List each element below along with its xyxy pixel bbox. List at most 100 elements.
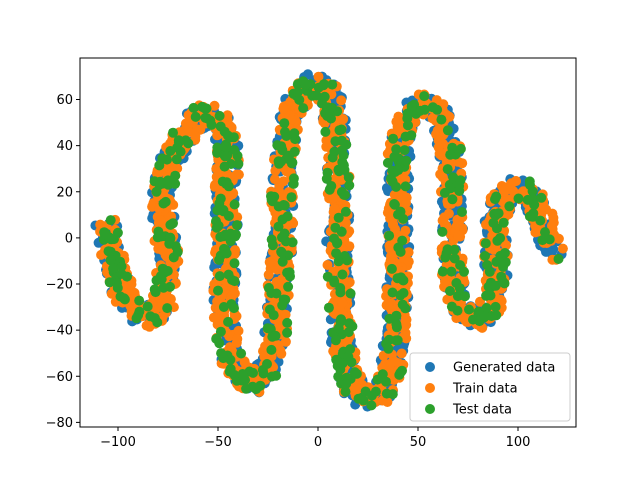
data-point <box>331 354 342 365</box>
data-point <box>247 381 258 392</box>
data-point <box>451 313 462 324</box>
data-point <box>395 367 406 378</box>
legend-marker <box>425 383 435 393</box>
data-point <box>336 95 347 106</box>
data-point <box>537 235 548 246</box>
data-point <box>340 386 351 397</box>
data-point <box>547 220 557 231</box>
data-point <box>343 327 354 338</box>
data-point <box>230 245 241 256</box>
data-point <box>115 291 126 302</box>
data-point <box>427 113 438 124</box>
data-point <box>475 296 485 307</box>
data-point <box>339 189 349 200</box>
data-point <box>229 276 240 287</box>
data-point <box>320 108 331 119</box>
data-point <box>491 191 502 202</box>
data-point <box>263 269 274 280</box>
data-point <box>548 212 559 223</box>
data-point <box>286 114 297 125</box>
data-point <box>443 208 454 219</box>
data-point <box>327 79 338 90</box>
data-point <box>460 315 471 326</box>
data-point <box>353 393 364 404</box>
data-point <box>131 313 142 324</box>
data-point <box>384 361 395 372</box>
legend: Generated data Train data Test data <box>409 352 571 422</box>
data-point <box>459 266 469 277</box>
data-point <box>233 158 244 169</box>
data-point <box>214 271 225 282</box>
data-point <box>266 288 277 299</box>
data-point <box>300 79 311 90</box>
data-point <box>449 244 460 255</box>
data-point <box>223 316 234 327</box>
data-point <box>210 180 220 190</box>
data-point <box>212 142 223 153</box>
data-point <box>495 233 506 243</box>
data-point <box>134 295 145 306</box>
legend-label: Train data <box>452 382 518 397</box>
data-point <box>333 323 344 334</box>
data-point <box>108 263 119 274</box>
data-point <box>158 198 169 209</box>
data-point <box>216 348 227 359</box>
data-point <box>262 359 272 369</box>
data-point <box>232 212 243 223</box>
data-point <box>345 288 356 299</box>
data-point <box>381 388 392 399</box>
data-point <box>382 157 393 168</box>
data-points <box>90 69 568 412</box>
data-point <box>298 103 309 114</box>
data-point <box>343 172 354 183</box>
data-point <box>479 311 490 321</box>
data-point <box>395 290 406 301</box>
data-point <box>286 192 297 203</box>
data-point <box>209 100 220 111</box>
data-point <box>220 229 231 240</box>
data-point <box>330 335 341 346</box>
data-point <box>437 266 448 277</box>
data-point <box>387 287 398 298</box>
data-point <box>396 348 407 359</box>
data-point <box>104 277 115 288</box>
data-point <box>126 279 137 290</box>
data-point <box>544 234 555 245</box>
legend-label: Test data <box>452 403 512 418</box>
data-point <box>206 119 217 130</box>
data-point <box>392 273 403 284</box>
data-point <box>400 181 411 192</box>
data-point <box>338 160 349 171</box>
data-point <box>294 94 305 105</box>
legend-label: Generated data <box>453 361 555 376</box>
data-point <box>330 222 341 233</box>
data-point <box>215 326 226 337</box>
data-point <box>278 103 289 114</box>
data-point <box>344 180 355 191</box>
data-point <box>199 103 210 114</box>
data-point <box>238 371 249 382</box>
data-point <box>212 296 223 307</box>
data-point <box>155 215 166 226</box>
data-point <box>319 91 330 102</box>
data-point <box>277 300 288 311</box>
data-point <box>331 174 342 184</box>
data-point <box>352 383 363 394</box>
data-point <box>270 330 281 341</box>
data-point <box>381 376 391 387</box>
data-point <box>105 246 116 257</box>
data-point <box>439 187 450 198</box>
data-point <box>329 233 340 244</box>
data-point <box>165 232 176 243</box>
data-point <box>440 276 450 287</box>
data-point <box>105 255 116 266</box>
data-point <box>326 181 337 191</box>
data-point <box>386 263 397 274</box>
data-point <box>233 325 244 336</box>
data-point <box>188 102 199 113</box>
data-point <box>327 152 338 163</box>
data-point <box>345 344 356 355</box>
data-point <box>480 251 490 261</box>
data-point <box>229 303 239 314</box>
